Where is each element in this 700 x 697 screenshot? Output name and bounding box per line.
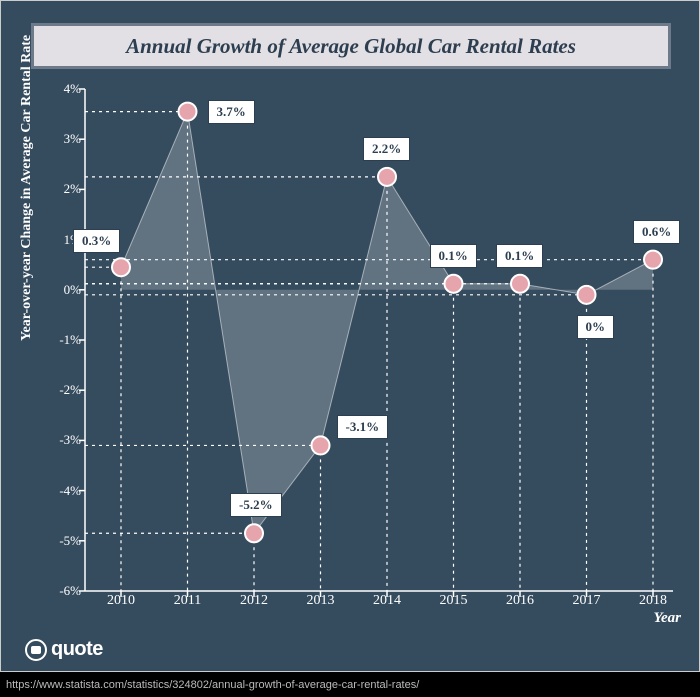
data-marker [378,168,396,186]
y-tick-label: -3% [47,432,81,448]
chart-svg [85,89,673,591]
y-axis-label: Year-over-year Change in Average Car Ren… [19,35,35,341]
data-label: -3.1% [337,415,389,439]
data-marker [644,251,662,269]
y-tick-label: 3% [47,131,81,147]
x-tick-label: 2016 [506,593,534,609]
data-label: 0.3% [73,229,120,253]
data-marker [445,275,463,293]
y-tick-label: -1% [47,332,81,348]
data-marker [179,103,197,121]
x-tick-label: 2015 [440,593,468,609]
data-marker [312,436,330,454]
data-marker [245,524,263,542]
data-label: 3.7% [208,100,255,124]
y-tick-label: -4% [47,483,81,499]
x-tick-label: 2011 [174,593,201,609]
x-tick-label: 2013 [307,593,335,609]
brand-text: quote [51,638,103,661]
y-tick-label: 2% [47,181,81,197]
y-tick-label: 0% [47,282,81,298]
source-url: https://www.statista.com/statistics/3248… [6,679,419,691]
data-label: 0.6% [633,220,680,244]
y-tick-label: 4% [47,81,81,97]
data-label: -5.2% [230,493,282,517]
y-tick-label: -2% [47,382,81,398]
quote-icon [25,639,47,661]
data-marker [112,258,130,276]
source-bar: https://www.statista.com/statistics/3248… [0,672,700,697]
chart-card: Annual Growth of Average Global Car Rent… [0,0,700,672]
data-marker [511,275,529,293]
x-axis-label: Year [654,610,682,627]
x-tick-label: 2017 [573,593,601,609]
x-tick-label: 2014 [373,593,401,609]
y-tick-label: -6% [47,583,81,599]
x-tick-label: 2012 [240,593,268,609]
plot-area [85,89,673,591]
root: Annual Growth of Average Global Car Rent… [0,0,700,697]
x-tick-label: 2018 [639,593,667,609]
chart-title: Annual Growth of Average Global Car Rent… [126,34,576,59]
data-label: 0.1% [430,244,477,268]
x-tick-label: 2010 [107,593,135,609]
data-label: 2.2% [363,137,410,161]
y-tick-label: -5% [47,533,81,549]
data-label: 0.1% [496,244,543,268]
brand-logo: quote [25,638,103,661]
data-label: 0% [577,315,615,339]
title-bar: Annual Growth of Average Global Car Rent… [31,23,671,69]
data-marker [578,286,596,304]
